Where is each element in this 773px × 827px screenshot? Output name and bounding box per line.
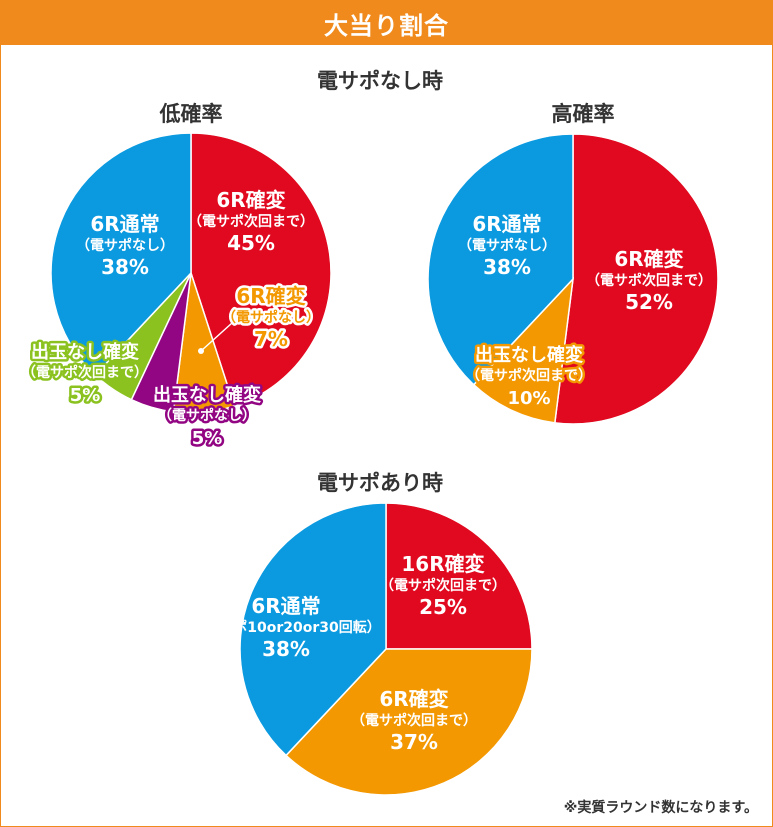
slice-percent: 52% xyxy=(625,290,673,314)
slice-label-group: 出玉なし確変（電サポ次回まで） 10% xyxy=(464,342,595,412)
slice-sublabel: （電サポ10or20or30回転） xyxy=(191,619,381,636)
slice-percent: 38% xyxy=(262,637,310,661)
slice-label-group: 6R通常（電サポ10or20or30回転）38% xyxy=(191,594,381,661)
section-title-with-support: 電サポあり時 xyxy=(317,471,443,495)
slice-label: 6R確変 xyxy=(614,247,683,271)
slice-percent: 5% xyxy=(70,385,101,406)
slice-sublabel: （電サポ次回まで） xyxy=(466,367,592,384)
slice-sublabel: （電サポなし） xyxy=(158,407,256,424)
pie-chart-1: 低確率6R確変（電サポ次回まで）45%6R確変（電サポなし）7%出玉なし確変（電… xyxy=(20,102,332,452)
leader-line xyxy=(200,322,233,352)
pie-chart-3: 16R確変（電サポ次回まで）25%6R確変（電サポ次回まで）37%6R通常（電サ… xyxy=(191,502,533,796)
slice-label: 出玉なし確変 xyxy=(31,341,139,363)
slice-percent: 7% xyxy=(254,327,288,351)
slice-percent: 38% xyxy=(101,255,149,279)
pie-outline xyxy=(50,132,332,414)
pie-title: 高確率 xyxy=(552,102,615,126)
leader-dot xyxy=(198,348,204,354)
section-title-no-support: 電サポなし時 xyxy=(317,69,443,93)
pie-slice xyxy=(385,502,533,650)
slice-percent: 45% xyxy=(227,231,275,255)
slice-sublabel: （電サポなし） xyxy=(458,237,556,254)
slice-label-group: 6R確変（電サポなし）7% xyxy=(220,282,323,354)
header-title: 大当り割合 xyxy=(324,11,449,40)
slice-label: 出玉なし確変 xyxy=(475,344,583,366)
footnote: ※実質ラウンド数になります。 xyxy=(563,800,758,816)
slice-sublabel: （電サポ次回まで） xyxy=(380,577,506,594)
slice-sublabel: （電サポなし） xyxy=(222,309,320,326)
slice-label: 6R確変 xyxy=(216,188,285,212)
slice-sublabel: （電サポ次回まで） xyxy=(351,712,477,729)
slice-label: 16R確変 xyxy=(401,552,484,576)
slice-percent: 37% xyxy=(390,730,438,754)
header-bar: 大当り割合 xyxy=(1,1,772,45)
pie-title: 低確率 xyxy=(159,102,223,126)
slice-label-group: 出玉なし確変（電サポなし） 5% xyxy=(151,382,264,452)
slice-label-group: 6R確変（電サポ次回まで）45% xyxy=(188,188,314,255)
slice-percent: 5% xyxy=(192,428,223,449)
slice-label-group: 出玉なし確変（電サポ次回まで） 5% xyxy=(20,339,151,409)
slice-sublabel: （電サポ次回まで） xyxy=(586,272,712,289)
slice-percent: 25% xyxy=(419,595,467,619)
slice-label-group: 6R通常（電サポなし）38% xyxy=(76,212,174,279)
slice-sublabel: （電サポ次回まで） xyxy=(22,364,148,381)
slice-label: 6R通常 xyxy=(472,212,541,236)
pie-outline xyxy=(239,502,533,796)
slice-sublabel: （電サポなし） xyxy=(76,237,174,254)
pie-chart-2: 高確率6R確変（電サポ次回まで）52%出玉なし確変（電サポ次回まで）10%6R通… xyxy=(427,102,719,425)
slice-label-group: 16R確変（電サポ次回まで）25% xyxy=(380,552,506,619)
slice-label-group: 6R通常（電サポなし）38% xyxy=(458,212,556,279)
slice-label-group: 6R確変（電サポ次回まで）37% xyxy=(351,687,477,754)
slice-percent: 10% xyxy=(507,388,550,409)
slice-percent: 38% xyxy=(483,255,531,279)
slice-label: 6R通常 xyxy=(251,594,320,618)
slice-label: 6R確変 xyxy=(236,284,305,308)
pie-outline xyxy=(427,133,719,425)
slice-label: 出玉なし確変 xyxy=(153,384,261,406)
slice-label-group: 6R確変（電サポ次回まで）52% xyxy=(586,247,712,314)
slice-label: 6R確変 xyxy=(379,687,448,711)
slice-label: 6R通常 xyxy=(90,212,159,236)
slice-sublabel: （電サポ次回まで） xyxy=(188,213,314,230)
